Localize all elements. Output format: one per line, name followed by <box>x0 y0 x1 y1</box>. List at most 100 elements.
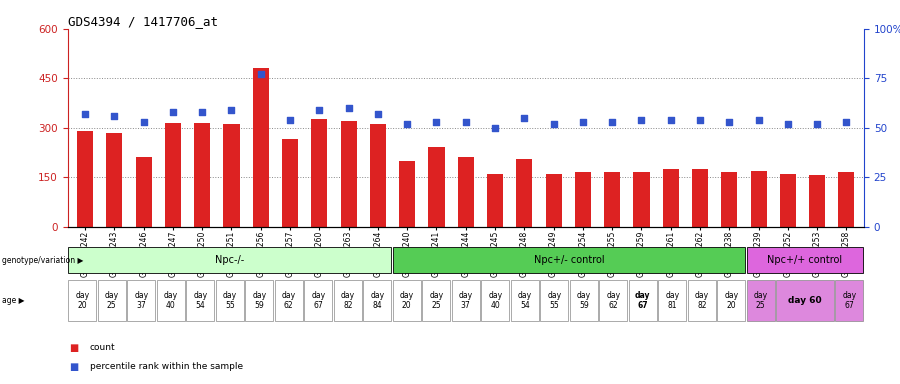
Text: day
54: day 54 <box>518 291 532 310</box>
Text: day
55: day 55 <box>222 291 237 310</box>
Text: ■: ■ <box>69 362 78 372</box>
Point <box>107 113 122 119</box>
Text: day
54: day 54 <box>194 291 207 310</box>
Bar <box>282 139 298 227</box>
Bar <box>747 280 775 321</box>
Point <box>546 121 561 127</box>
Bar <box>106 132 122 227</box>
Text: day
20: day 20 <box>724 291 738 310</box>
Bar <box>540 280 569 321</box>
Bar <box>253 68 269 227</box>
Point <box>283 117 297 123</box>
Bar <box>662 169 679 227</box>
Point <box>137 119 151 125</box>
Text: day
20: day 20 <box>76 291 89 310</box>
Text: day
40: day 40 <box>488 291 502 310</box>
Bar <box>604 172 620 227</box>
Text: day
67: day 67 <box>635 291 651 310</box>
Bar <box>399 161 415 227</box>
Point <box>371 111 385 117</box>
Bar <box>510 280 539 321</box>
Point <box>810 121 824 127</box>
Bar <box>634 172 650 227</box>
Text: day
55: day 55 <box>547 291 562 310</box>
Bar <box>721 172 737 227</box>
Text: Npc+/+ control: Npc+/+ control <box>768 255 842 265</box>
Bar <box>835 280 863 321</box>
Bar <box>165 123 181 227</box>
Text: genotype/variation ▶: genotype/variation ▶ <box>2 256 83 265</box>
Point <box>78 111 93 117</box>
Bar <box>717 280 745 321</box>
Text: day
84: day 84 <box>370 291 384 310</box>
Bar <box>186 280 214 321</box>
Text: GDS4394 / 1417706_at: GDS4394 / 1417706_at <box>68 15 218 28</box>
Text: Npc-/-: Npc-/- <box>215 255 245 265</box>
Text: percentile rank within the sample: percentile rank within the sample <box>90 362 243 371</box>
Text: day
62: day 62 <box>607 291 620 310</box>
Text: count: count <box>90 343 115 352</box>
Bar <box>274 280 303 321</box>
Bar <box>97 280 126 321</box>
Bar <box>482 280 509 321</box>
Point <box>254 71 268 77</box>
Point <box>576 119 590 125</box>
Bar <box>779 174 796 227</box>
Text: day
59: day 59 <box>252 291 266 310</box>
Point <box>693 117 707 123</box>
Text: day
37: day 37 <box>134 291 148 310</box>
Point <box>224 107 238 113</box>
Point <box>166 109 180 115</box>
Bar <box>809 175 825 227</box>
Point <box>429 119 444 125</box>
Bar <box>458 157 473 227</box>
Point <box>195 109 210 115</box>
Text: day
81: day 81 <box>665 291 680 310</box>
Text: day
62: day 62 <box>282 291 296 310</box>
Bar <box>216 280 244 321</box>
Bar <box>311 119 328 227</box>
Bar <box>599 280 627 321</box>
Bar <box>692 169 708 227</box>
Point <box>752 117 766 123</box>
Bar <box>688 280 716 321</box>
Bar <box>68 280 96 321</box>
Text: ■: ■ <box>69 343 78 353</box>
Bar <box>77 131 93 227</box>
Text: day
67: day 67 <box>311 291 325 310</box>
Point <box>518 115 532 121</box>
Bar <box>68 247 391 273</box>
Bar <box>575 172 591 227</box>
Bar <box>304 280 332 321</box>
Bar <box>127 280 156 321</box>
Bar <box>428 147 445 227</box>
Text: age ▶: age ▶ <box>2 296 24 305</box>
Bar <box>392 280 421 321</box>
Bar <box>245 280 274 321</box>
Point <box>722 119 736 125</box>
Bar <box>487 174 503 227</box>
Text: day
25: day 25 <box>429 291 444 310</box>
Bar <box>157 280 184 321</box>
Bar <box>393 247 745 273</box>
Text: day
20: day 20 <box>400 291 414 310</box>
Bar <box>517 159 533 227</box>
Bar <box>194 123 211 227</box>
Text: day
37: day 37 <box>459 291 472 310</box>
Bar <box>334 280 362 321</box>
Point <box>605 119 619 125</box>
Text: Npc+/- control: Npc+/- control <box>534 255 604 265</box>
Text: day
25: day 25 <box>753 291 768 310</box>
Bar <box>658 280 687 321</box>
Bar <box>839 172 854 227</box>
Text: day
67: day 67 <box>842 291 856 310</box>
Bar <box>747 247 863 273</box>
Point <box>341 105 356 111</box>
Point <box>839 119 853 125</box>
Bar <box>136 157 152 227</box>
Bar <box>570 280 598 321</box>
Bar <box>751 170 767 227</box>
Point <box>400 121 414 127</box>
Text: day
82: day 82 <box>695 291 709 310</box>
Bar <box>422 280 450 321</box>
